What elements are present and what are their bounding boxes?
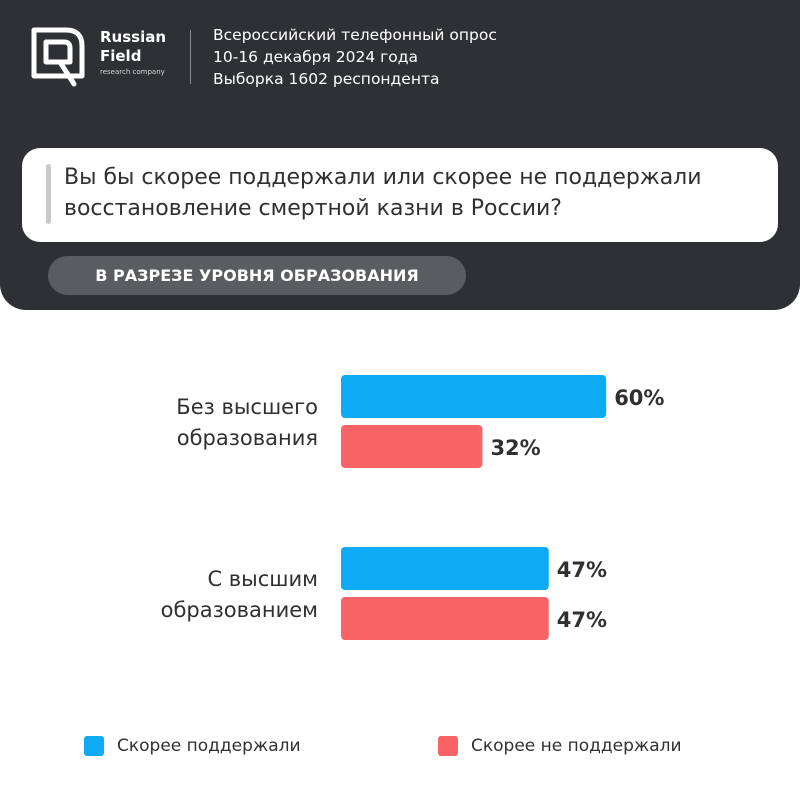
survey-info: Всероссийский телефонный опрос 10-16 дек… bbox=[213, 24, 497, 90]
education-bar-chart: Без высшего образования 60% 32% С высшим обра… bbox=[161, 375, 664, 640]
bar-oppose bbox=[341, 597, 549, 640]
category-label: образования bbox=[177, 426, 318, 450]
bar-oppose bbox=[341, 425, 483, 468]
bar-value-label: 47% bbox=[557, 558, 607, 582]
logo-line-2: Field bbox=[100, 47, 142, 65]
russian-field-logo-icon bbox=[31, 27, 85, 87]
survey-sample: Выборка 1602 респондента bbox=[213, 70, 440, 88]
question-text: Вы бы скорее поддержали или скорее не по… bbox=[64, 165, 702, 221]
category-label: Без высшего bbox=[176, 395, 318, 419]
survey-type: Всероссийский телефонный опрос bbox=[213, 26, 497, 44]
bar-support bbox=[341, 375, 607, 418]
legend-item-support: Скорее поддержали bbox=[84, 736, 301, 756]
legend-swatch-support bbox=[84, 736, 104, 756]
legend-swatch-oppose bbox=[438, 736, 458, 756]
section-badge: В РАЗРЕЗЕ УРОВНЯ ОБРАЗОВАНИЯ bbox=[48, 256, 466, 295]
question-card: Вы бы скорее поддержали или скорее не по… bbox=[22, 148, 778, 242]
logo-subtitle: research company bbox=[100, 68, 165, 76]
legend-label-support: Скорее поддержали bbox=[117, 736, 301, 756]
legend-item-oppose: Скорее не поддержали bbox=[438, 736, 682, 756]
category-label: С высшим bbox=[207, 567, 318, 591]
question-accent-bar bbox=[46, 164, 51, 224]
bar-value-label: 32% bbox=[490, 436, 540, 460]
category-label: образованием bbox=[161, 598, 318, 622]
logo-line-1: Russian bbox=[100, 28, 167, 46]
bar-value-label: 60% bbox=[614, 386, 664, 410]
logo-wordmark: Russian Field research company bbox=[100, 28, 166, 77]
header-panel: Russian Field research company Всероссий… bbox=[0, 0, 800, 310]
bar-value-label: 47% bbox=[557, 608, 607, 632]
header-divider bbox=[190, 30, 191, 84]
survey-dates: 10-16 декабря 2024 года bbox=[213, 48, 418, 66]
bar-support bbox=[341, 547, 549, 590]
legend-label-oppose: Скорее не поддержали bbox=[471, 736, 682, 756]
